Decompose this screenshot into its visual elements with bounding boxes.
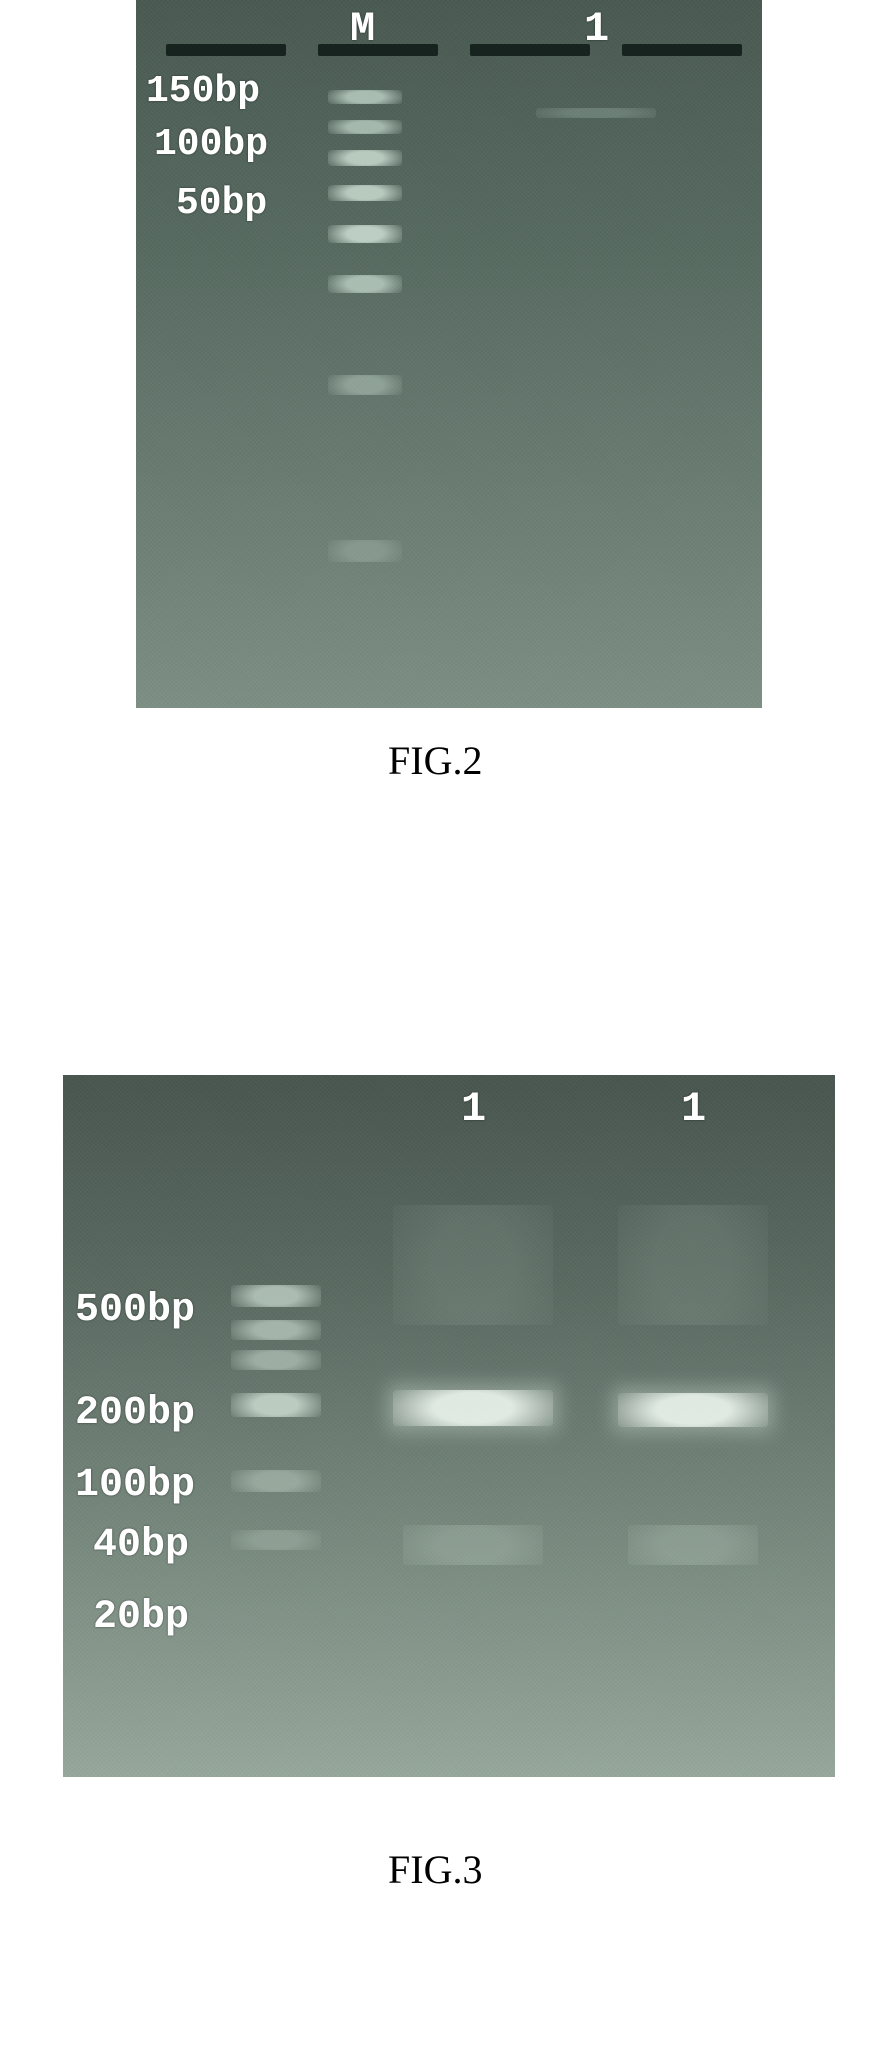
band-size-label: 100bp [75, 1463, 195, 1508]
ladder-band [328, 120, 402, 134]
gel-well [166, 44, 286, 56]
ladder-band [328, 150, 402, 166]
gel-well [318, 44, 438, 56]
ladder-band [231, 1350, 321, 1370]
lane-label: M [350, 5, 375, 53]
gel-image-fig3: 1 1 500bp 200bp 100bp 40bp 20bp [63, 1075, 835, 1777]
figure-caption-fig2: FIG.2 [388, 737, 482, 784]
ladder-band [231, 1530, 321, 1550]
gel-well [622, 44, 742, 56]
ladder-band [231, 1393, 321, 1417]
band-size-label: 50bp [176, 182, 267, 225]
lane-label: 1 [584, 5, 609, 53]
ladder-band [328, 225, 402, 243]
ladder-band [328, 275, 402, 293]
page: M 1 150bp 100bp 50bp FIG.2 1 1 500bp 200bp 100bp… [0, 0, 887, 2062]
lane-label: 1 [681, 1085, 706, 1133]
band-size-label: 20bp [93, 1595, 189, 1640]
sample-band [403, 1525, 543, 1565]
lane-label: 1 [461, 1085, 486, 1133]
sample-band [618, 1393, 768, 1427]
band-size-label: 100bp [154, 123, 268, 166]
ladder-band [231, 1320, 321, 1340]
sample-band [393, 1205, 553, 1325]
ladder-band [328, 185, 402, 201]
ladder-band [328, 90, 402, 104]
ladder-band [328, 540, 402, 562]
sample-band [536, 108, 656, 118]
band-size-label: 500bp [75, 1288, 195, 1333]
gel-well [470, 44, 590, 56]
ladder-band [231, 1470, 321, 1492]
band-size-label: 150bp [146, 70, 260, 113]
sample-band [628, 1525, 758, 1565]
figure-caption-fig3: FIG.3 [388, 1846, 482, 1893]
ladder-band [328, 375, 402, 395]
ladder-band [231, 1285, 321, 1307]
band-size-label: 40bp [93, 1523, 189, 1568]
sample-band [393, 1390, 553, 1426]
gel-image-fig2: M 1 150bp 100bp 50bp [136, 0, 762, 708]
sample-band [618, 1205, 768, 1325]
band-size-label: 200bp [75, 1391, 195, 1436]
